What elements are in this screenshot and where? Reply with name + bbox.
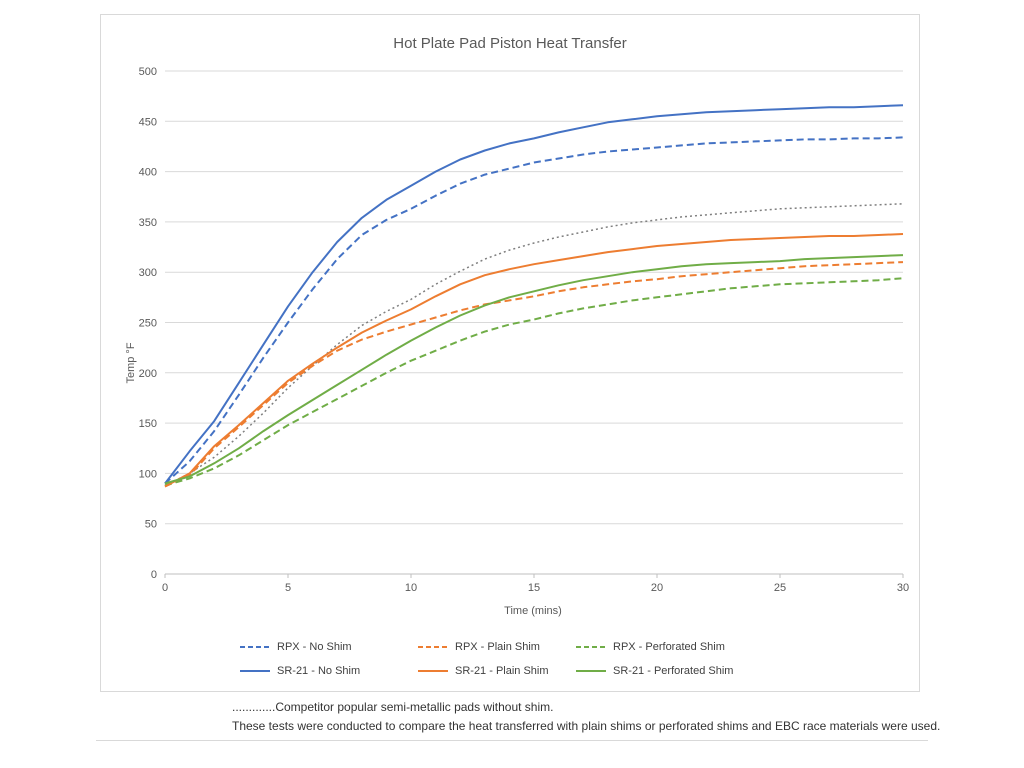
bottom-divider bbox=[96, 740, 928, 741]
line-chart: 0 50 100 150 200 250 300 350 400 450 500 0 5 10 15 20 25… bbox=[139, 66, 909, 594]
legend-row: RPX - No Shim RPX - Plain Shim RPX - Perfo… bbox=[239, 635, 919, 659]
x-tick-label: 15 bbox=[528, 582, 540, 594]
legend-label: SR-21 - No Shim bbox=[277, 665, 361, 677]
legend-marker-line bbox=[418, 670, 448, 672]
legend-marker-line bbox=[418, 646, 448, 648]
legend-item: SR-21 - Plain Shim bbox=[417, 665, 575, 677]
x-tick-label: 0 bbox=[162, 582, 168, 594]
legend-item: SR-21 - Perforated Shim bbox=[575, 665, 733, 677]
legend-label: SR-21 - Plain Shim bbox=[455, 665, 549, 677]
series-line-sr-21-no-shim bbox=[164, 104, 904, 485]
series-line-sr-21-plain-shim bbox=[164, 233, 904, 488]
legend-marker-line bbox=[240, 646, 270, 648]
legend-item: SR-21 - No Shim bbox=[239, 665, 417, 677]
legend-marker-line bbox=[240, 670, 270, 672]
y-tick-label: 350 bbox=[139, 217, 157, 229]
legend-item: RPX - No Shim bbox=[239, 641, 417, 653]
legend-marker-line bbox=[576, 670, 606, 672]
legend-label: RPX - No Shim bbox=[277, 641, 352, 653]
y-tick-label: 150 bbox=[139, 418, 157, 430]
legend-item: RPX - Perforated Shim bbox=[575, 641, 725, 653]
legend-row: SR-21 - No Shim SR-21 - Plain Shim SR-21 -… bbox=[239, 659, 919, 683]
y-tick-label: 100 bbox=[139, 468, 157, 480]
series-line-sr-21-perforated-shim bbox=[164, 254, 904, 485]
series-line-competitor-popular-semi-metallic-pads-without-shim bbox=[164, 203, 904, 487]
y-tick-label: 450 bbox=[139, 116, 157, 128]
x-axis-label: Time (mins) bbox=[504, 605, 562, 617]
footnote-competitor: .............Competitor popular semi-met… bbox=[232, 700, 554, 714]
x-tick-label: 5 bbox=[285, 582, 291, 594]
plot-wrap: Temp °F 0 50 100 150 200 250 300 350 400 450 500 0 5… bbox=[101, 55, 919, 605]
y-axis-label: Temp °F bbox=[125, 342, 137, 384]
series-line-rpx-no-shim bbox=[164, 136, 904, 485]
y-tick-label: 200 bbox=[139, 368, 157, 380]
y-tick-label: 250 bbox=[139, 318, 157, 330]
y-tick-label: 0 bbox=[151, 569, 157, 581]
y-tick-label: 500 bbox=[139, 66, 157, 78]
y-tick-label: 300 bbox=[139, 267, 157, 279]
y-tick-label: 400 bbox=[139, 167, 157, 179]
x-tick-label: 30 bbox=[897, 582, 909, 594]
footnotes: .............Competitor popular semi-met… bbox=[232, 698, 940, 735]
chart-container: Hot Plate Pad Piston Heat Transfer Temp … bbox=[100, 14, 920, 692]
series-line-rpx-perforated-shim bbox=[164, 277, 904, 487]
series-line-rpx-plain-shim bbox=[164, 261, 904, 488]
legend-marker-line bbox=[576, 646, 606, 648]
y-tick-label: 50 bbox=[145, 519, 157, 531]
footnote-description: These tests were conducted to compare th… bbox=[232, 718, 941, 733]
legend-label: SR-21 - Perforated Shim bbox=[613, 665, 734, 677]
chart-legend: RPX - No Shim RPX - Plain Shim RPX - Perfo… bbox=[239, 635, 919, 683]
legend-label: RPX - Plain Shim bbox=[455, 641, 540, 653]
x-tick-label: 20 bbox=[651, 582, 663, 594]
chart-title: Hot Plate Pad Piston Heat Transfer bbox=[393, 35, 627, 52]
legend-item: RPX - Plain Shim bbox=[417, 641, 575, 653]
x-tick-label: 10 bbox=[405, 582, 417, 594]
legend-label: RPX - Perforated Shim bbox=[613, 641, 725, 653]
x-tick-label: 25 bbox=[774, 582, 786, 594]
